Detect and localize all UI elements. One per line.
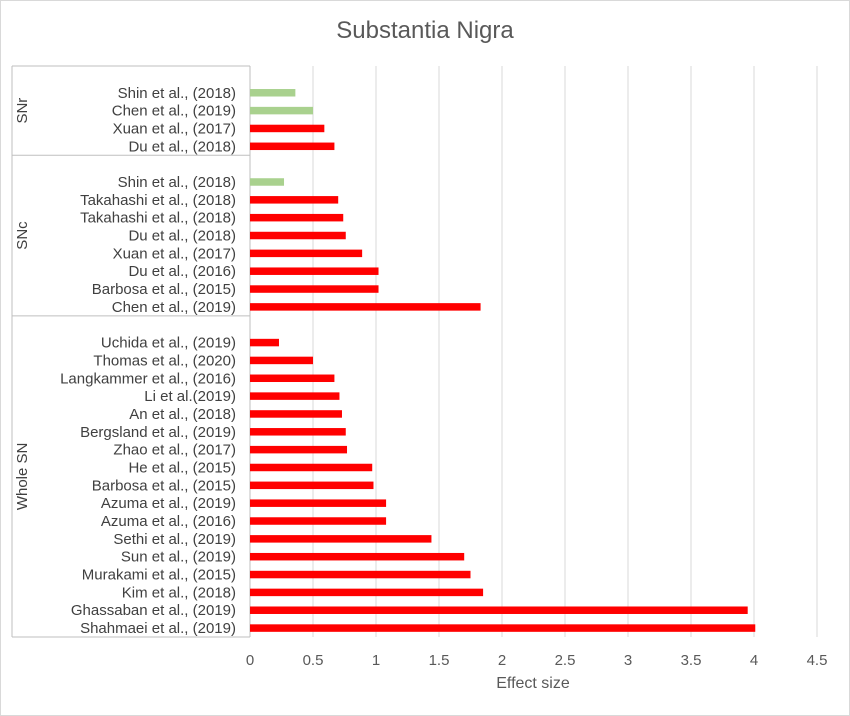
- bar: [250, 624, 756, 632]
- x-tick-label: 4.5: [807, 652, 828, 669]
- bar: [250, 285, 379, 293]
- chart-title: Substantia Nigra: [336, 17, 514, 44]
- category-label: Zhao et al., (2017): [113, 442, 236, 459]
- bar: [250, 552, 465, 561]
- x-axis-title: Effect size: [496, 675, 570, 692]
- category-label: Sethi et al., (2019): [113, 531, 236, 548]
- category-label: Kim et al., (2018): [122, 584, 236, 601]
- bar: [250, 106, 313, 115]
- bar: [250, 481, 374, 490]
- category-label: Azuma et al., (2016): [101, 513, 236, 530]
- category-label: Chen et al., (2019): [112, 103, 236, 120]
- gridlines: [249, 66, 818, 637]
- category-label: Chen et al., (2019): [112, 299, 236, 316]
- bar: [250, 213, 344, 222]
- bar: [250, 178, 285, 186]
- category-label: Thomas et al., (2020): [93, 352, 236, 369]
- category-label: Shahmaei et al., (2019): [80, 620, 236, 637]
- bar: [250, 445, 348, 454]
- bar: [250, 570, 471, 579]
- category-label: Xuan et al., (2017): [113, 245, 236, 262]
- category-label: Barbosa et al., (2015): [92, 281, 236, 298]
- bar: [250, 249, 363, 258]
- category-label: Du et al., (2018): [128, 228, 236, 245]
- x-tick-label: 1: [372, 652, 380, 669]
- category-label: Xuan et al., (2017): [113, 120, 236, 137]
- bar: [250, 338, 279, 347]
- bar: [250, 535, 432, 543]
- category-label: Shin et al., (2018): [118, 174, 236, 191]
- group-separators: SNr SNc Whole SN: [11, 65, 251, 638]
- category-label: He et al., (2015): [128, 459, 236, 476]
- bar: [250, 356, 313, 365]
- bar: [250, 499, 387, 507]
- x-tick-label: 2.5: [555, 652, 576, 669]
- x-tick-label: 3.5: [681, 652, 702, 669]
- x-tick-label: 1.5: [429, 652, 450, 669]
- bar: [250, 142, 335, 151]
- bar: [250, 606, 748, 614]
- bar: [250, 89, 296, 97]
- bar: [250, 428, 346, 436]
- bar: [250, 124, 325, 133]
- bar: [250, 303, 481, 311]
- x-tick-label: 0: [246, 652, 254, 669]
- x-tick-label: 0.5: [303, 652, 324, 669]
- x-tick-label: 3: [624, 652, 632, 669]
- category-label: Barbosa et al., (2015): [92, 477, 236, 494]
- category-label: Sun et al., (2019): [121, 549, 236, 566]
- category-label: Takahashi et al., (2018): [80, 210, 236, 227]
- category-label: Azuma et al., (2019): [101, 495, 236, 512]
- category-label: Bergsland et al., (2019): [80, 424, 236, 441]
- category-label: Uchida et al., (2019): [101, 335, 236, 352]
- bar: [250, 392, 340, 400]
- category-label: Takahashi et al., (2018): [80, 192, 236, 209]
- group-label: Whole SN: [14, 443, 31, 511]
- category-label: Ghassaban et al., (2019): [71, 602, 236, 619]
- bar: [250, 267, 379, 275]
- category-label: Langkammer et al., (2016): [60, 370, 236, 387]
- category-label: Murakami et al., (2015): [82, 567, 236, 584]
- category-label: Du et al., (2016): [128, 263, 236, 280]
- x-tick-labels: 0 0.5 1 1.5 2 2.5 3 3.5 4 4.5: [246, 652, 828, 669]
- category-label: Shin et al., (2018): [118, 85, 236, 102]
- group-label: SNr: [14, 98, 31, 124]
- category-labels: Shin et al., (2018)Chen et al., (2019)Xu…: [60, 85, 236, 637]
- category-label: Du et al., (2018): [128, 138, 236, 155]
- bar: [250, 231, 346, 240]
- bar: [250, 588, 484, 597]
- category-label: Li et al.(2019): [144, 388, 236, 405]
- x-tick-label: 4: [750, 652, 758, 669]
- x-tick-label: 2: [498, 652, 506, 669]
- bar: [250, 374, 335, 383]
- bars: [250, 89, 756, 632]
- category-label: An et al., (2018): [129, 406, 236, 423]
- bar: [250, 196, 339, 204]
- bar: [250, 410, 342, 418]
- bar: [250, 463, 373, 472]
- group-label: SNc: [14, 221, 31, 250]
- bar: [250, 517, 387, 525]
